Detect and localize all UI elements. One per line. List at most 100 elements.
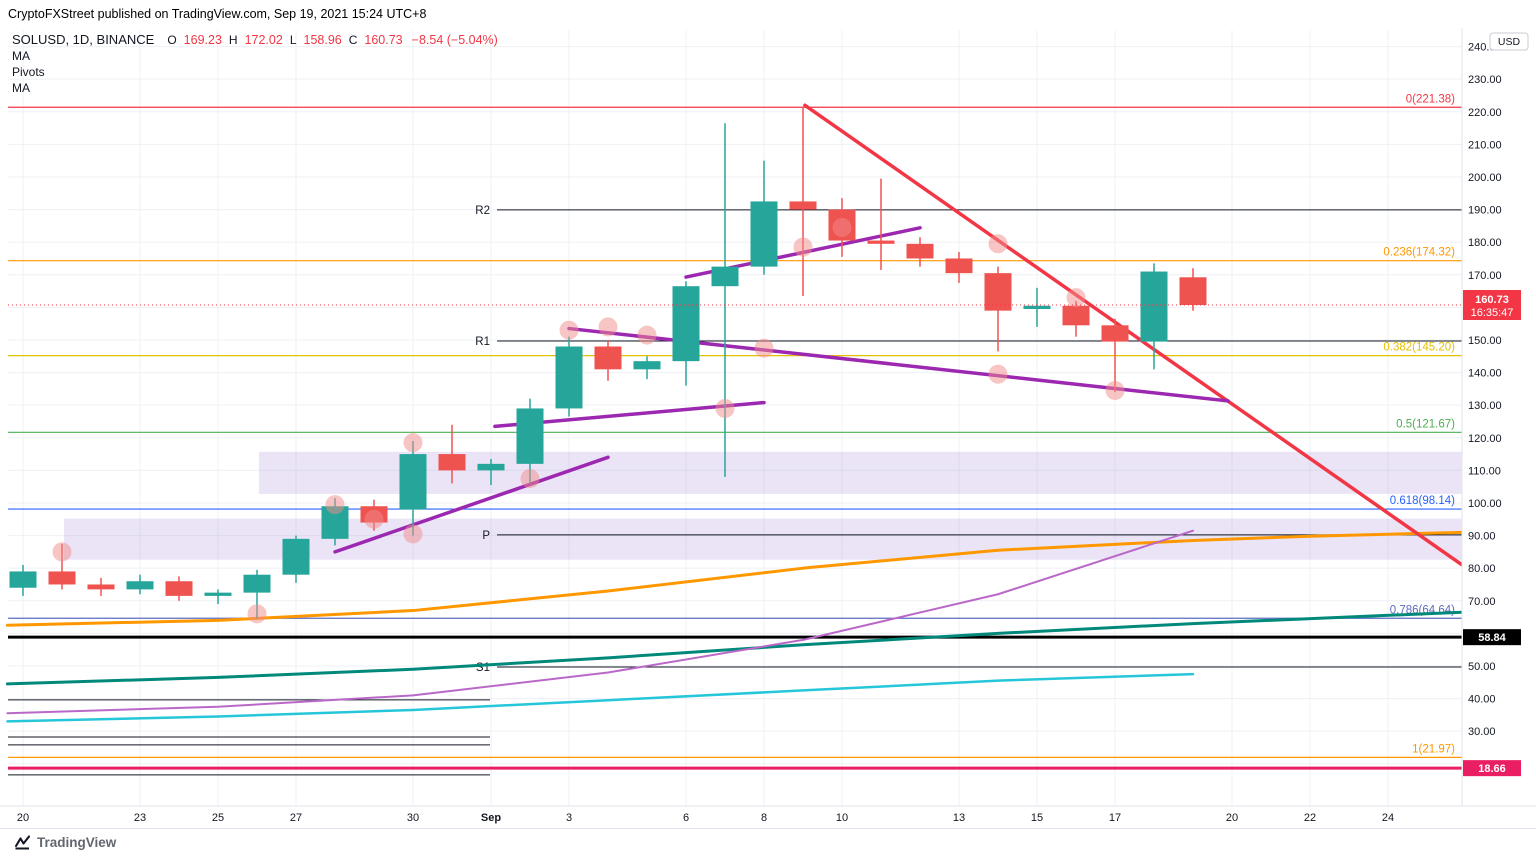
high-value: 172.02 [244, 33, 283, 47]
candle [555, 336, 583, 417]
indicator-row-pivots[interactable]: Pivots [12, 65, 45, 79]
publish-text: CryptoFXStreet published on TradingView.… [8, 7, 427, 21]
downslope-line[interactable] [567, 326, 1230, 403]
time-tick-label: Sep [481, 812, 501, 824]
time-tick-label: 30 [407, 812, 419, 824]
candle-body [594, 346, 622, 370]
tradingview-brand-text[interactable]: TradingView [37, 835, 117, 850]
candle [477, 458, 505, 486]
pivot-marker [52, 542, 72, 562]
candle [906, 237, 934, 267]
grid [8, 30, 1462, 806]
pivot-marker [403, 524, 423, 544]
candle [1179, 268, 1207, 311]
open-value: 169.23 [183, 33, 222, 47]
candle-body [672, 286, 700, 362]
candle-body [9, 571, 37, 588]
fib-level-label: 0.618(98.14) [1390, 495, 1455, 507]
price-axis[interactable]: 240.00230.00220.00210.00200.00190.00180.… [1461, 28, 1536, 828]
price-level-badge [1463, 629, 1521, 646]
low-value: 158.96 [303, 33, 342, 47]
ma-orange [5, 530, 1464, 627]
price-tick-label: 130.00 [1468, 400, 1502, 412]
candle [945, 251, 973, 283]
pivot-marker [559, 320, 579, 340]
price-tick-label: 210.00 [1468, 139, 1502, 151]
candle-body [477, 463, 505, 471]
time-tick-label: 24 [1382, 812, 1394, 824]
pivot-marker [754, 338, 774, 358]
fib-level-label: 1(21.97) [1412, 743, 1455, 755]
candle-body [1062, 305, 1090, 326]
price-tick-label: 40.00 [1468, 694, 1496, 706]
price-tick-label: 190.00 [1468, 205, 1502, 217]
pivot-level-label: P [482, 530, 490, 542]
last-price-badge [1463, 290, 1521, 320]
time-axis[interactable]: 20 23 25 27 30 Sep 3 6 8 10 13 15 17 20 22 24 [0, 805, 1536, 828]
symbol-title[interactable]: SOLUSD, 1D, BINANCE [12, 32, 155, 47]
price-tick-label: 140.00 [1468, 368, 1502, 380]
downtrend-line[interactable] [803, 103, 1464, 567]
candle [438, 424, 466, 484]
price-axis-bg[interactable] [1462, 28, 1536, 828]
low-label: L [289, 33, 297, 47]
candle-body [711, 266, 739, 287]
time-tick-label: 23 [134, 812, 146, 824]
time-tick-label: 27 [290, 812, 302, 824]
price-tick-label: 170.00 [1468, 270, 1502, 282]
price-tick-label: 100.00 [1468, 498, 1502, 510]
fib-level-label: 0(221.38) [1406, 93, 1455, 105]
candle-body [516, 408, 544, 464]
pivot-level-label: R2 [475, 205, 490, 217]
candle-body [750, 201, 778, 267]
time-axis-bg[interactable] [0, 806, 1536, 828]
footer-brand-bar: TradingView [0, 828, 1536, 856]
uptrend-line-1[interactable] [333, 455, 610, 554]
price-tick-label: 110.00 [1468, 465, 1501, 477]
indicator-row-ma-1[interactable]: MA [12, 49, 30, 63]
symbol-ohlc-row[interactable]: SOLUSD, 1D, BINANCE O 169.23 H 172.02 L 158… [12, 32, 498, 47]
pivot-marker [1105, 381, 1125, 401]
time-tick-label: 15 [1031, 812, 1043, 824]
candle-body [204, 592, 232, 596]
pivot-marker [247, 604, 267, 624]
candle [594, 339, 622, 381]
ma-teal [5, 610, 1464, 686]
indicator-row-ma-2[interactable]: MA [12, 81, 30, 95]
candle [282, 535, 310, 583]
candle-body [633, 361, 661, 370]
open-label: O [167, 33, 177, 47]
candle [9, 564, 37, 596]
price-tick-label: 220.00 [1468, 107, 1502, 119]
price-level-badge-text: 18.66 [1478, 763, 1506, 775]
candle-body [126, 581, 154, 590]
time-tick-label: 20 [1226, 812, 1238, 824]
pivot-marker [520, 469, 540, 489]
time-tick-label: 13 [953, 812, 965, 824]
price-tick-label: 90.00 [1468, 531, 1496, 543]
tradingview-logo[interactable] [14, 834, 31, 851]
candle-body [555, 346, 583, 409]
candle [204, 589, 232, 605]
last-price-countdown: 16:35:47 [1471, 307, 1514, 319]
high-label: H [228, 33, 238, 47]
candle-body [87, 584, 115, 590]
time-tick-label: 17 [1109, 812, 1121, 824]
fib-level-label: 0.5(121.67) [1396, 418, 1455, 430]
candle-body [165, 581, 193, 596]
candle [789, 106, 817, 296]
last-price-badge-price: 160.73 [1475, 294, 1509, 306]
time-tick-label: 10 [836, 812, 848, 824]
currency-chip-label: USD [1498, 36, 1521, 48]
currency-chip[interactable] [1489, 32, 1529, 51]
candle [984, 266, 1012, 352]
pivot-marker [598, 317, 618, 337]
price-tick-label: 30.00 [1468, 726, 1496, 738]
price-tick-label: 80.00 [1468, 563, 1496, 575]
fib-level-label: 0.236(174.32) [1383, 247, 1455, 259]
pivot-level-label: R1 [475, 336, 490, 348]
candle-body [1140, 271, 1168, 342]
ma-cyan [6, 672, 1195, 723]
candle [1140, 263, 1168, 370]
